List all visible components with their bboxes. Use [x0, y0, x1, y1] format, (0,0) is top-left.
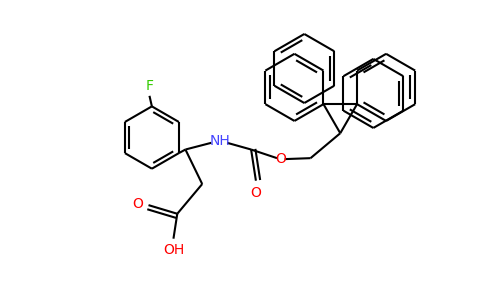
- Text: O: O: [132, 197, 143, 211]
- Text: NH: NH: [210, 134, 230, 148]
- Text: OH: OH: [163, 244, 184, 257]
- Text: O: O: [275, 152, 286, 166]
- Text: O: O: [250, 186, 261, 200]
- Text: F: F: [146, 79, 153, 93]
